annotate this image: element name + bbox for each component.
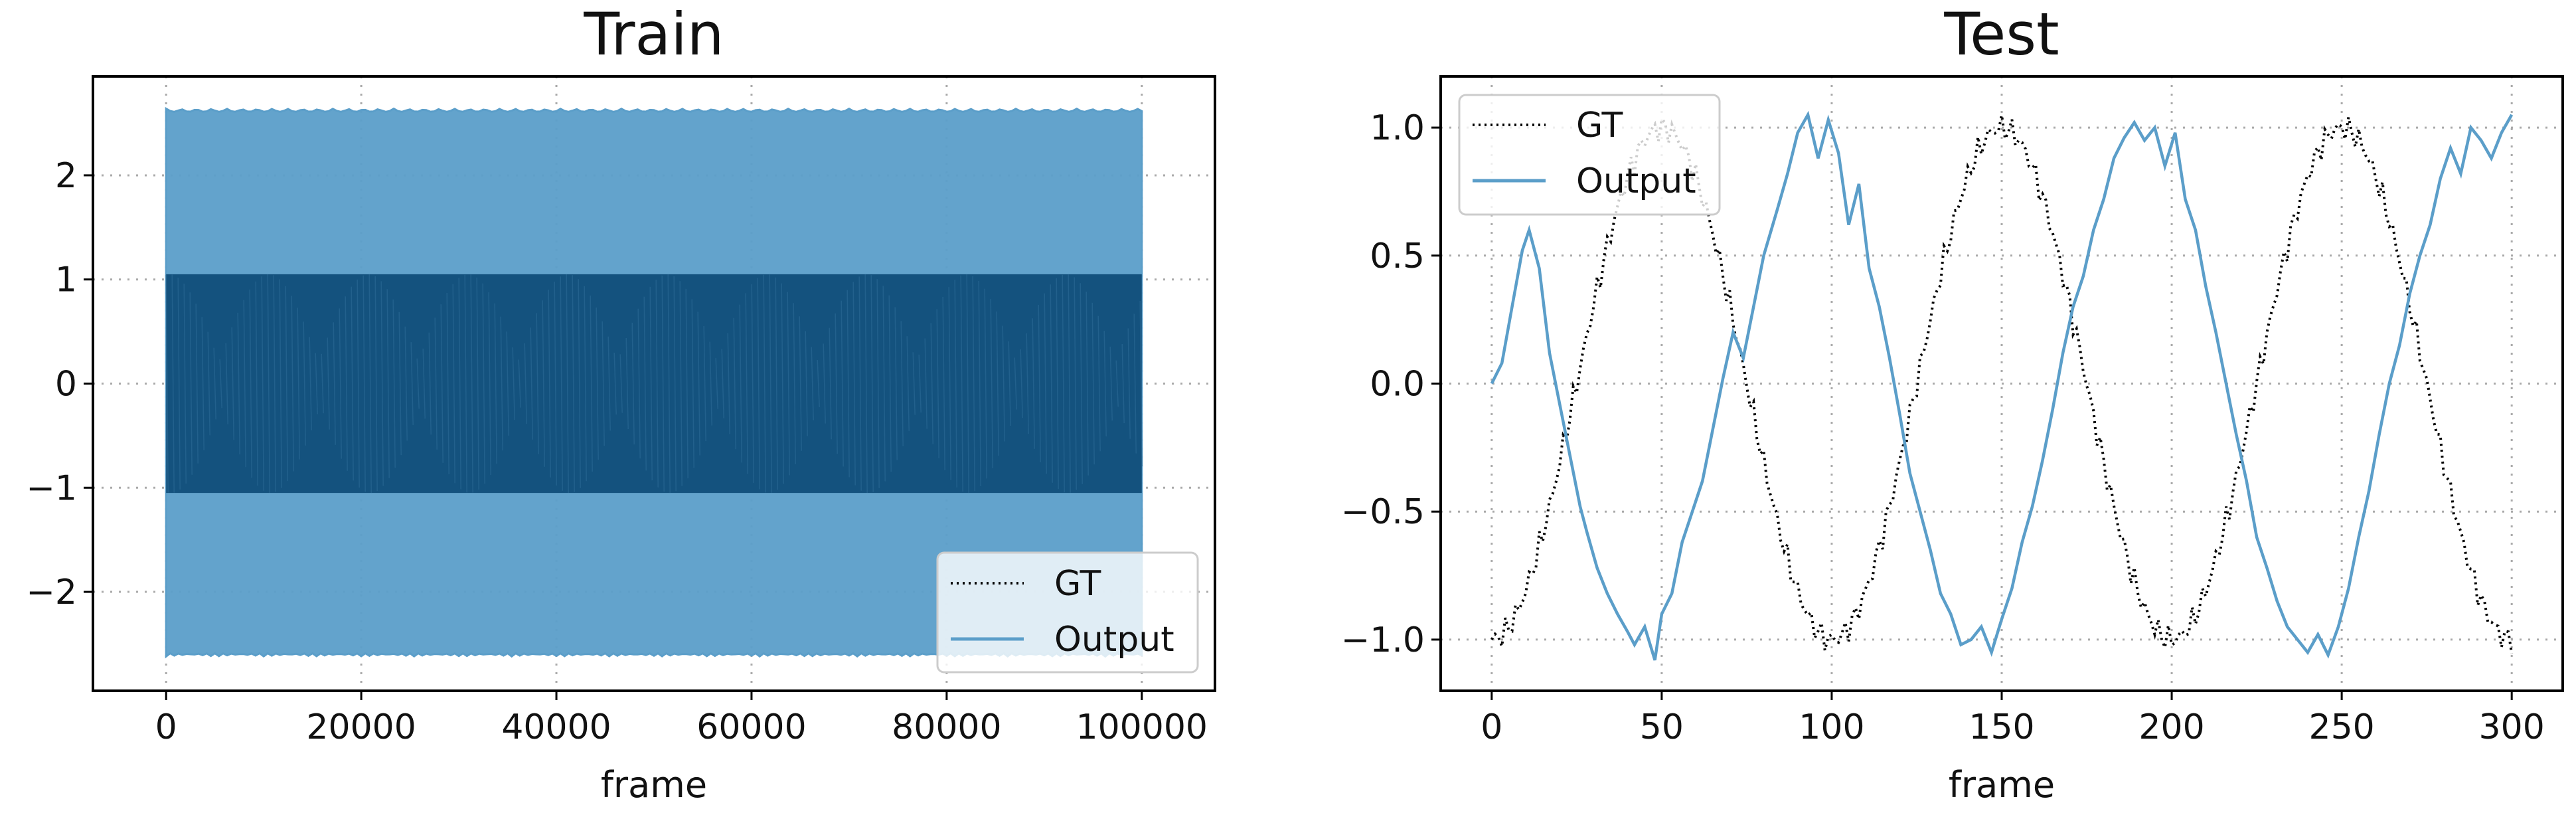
- train-legend-box: [936, 551, 1199, 674]
- test-output-series: [1490, 110, 2514, 661]
- train-x-axis: 0 20000 40000 60000 80000 100000: [155, 691, 1208, 747]
- train-x-tick-label: 40000: [501, 707, 611, 747]
- train-legend-gt-label: GT: [1054, 564, 1101, 604]
- train-y-axis: −2 −1 0 1 2: [26, 156, 93, 612]
- train-gt-texture: [165, 274, 1143, 494]
- test-grid: [1441, 76, 2563, 691]
- train-title: Train: [583, 0, 724, 68]
- test-y-axis: −1.0 −0.5 0.0 0.5 1.0: [1341, 108, 1441, 660]
- train-y-tick-label: −2: [26, 573, 77, 612]
- train-plot-area: [165, 107, 1143, 659]
- train-y-tick-label: 0: [55, 365, 77, 405]
- train-chart: Train 0 20000 40000 60000 80000 100000 −2 −1 0 1…: [26, 0, 1216, 806]
- test-y-tick-label: −1.0: [1341, 620, 1425, 660]
- train-x-axis-label: frame: [601, 764, 707, 806]
- train-legend: GT Output: [936, 551, 1199, 674]
- test-y-tick-label: 0.5: [1370, 236, 1425, 276]
- train-x-tick-label: 80000: [892, 707, 1001, 747]
- test-y-tick-label: 0.0: [1370, 365, 1425, 405]
- test-legend-gt-label: GT: [1576, 106, 1623, 145]
- test-x-tick-label: 200: [2138, 707, 2204, 747]
- test-plot-area: [1490, 110, 2514, 661]
- train-x-tick-label: 0: [155, 707, 177, 747]
- test-legend: GT Output: [1458, 94, 1721, 216]
- train-y-tick-label: −1: [26, 468, 77, 508]
- test-x-tick-label: 50: [1640, 707, 1684, 747]
- train-y-tick-label: 1: [55, 260, 77, 300]
- test-y-tick-label: −0.5: [1341, 492, 1425, 532]
- test-x-tick-label: 250: [2308, 707, 2374, 747]
- test-x-axis: 0 50 100 150 200 250 300: [1481, 691, 2545, 747]
- test-title: Test: [1943, 0, 2059, 68]
- test-x-axis-label: frame: [1949, 764, 2055, 806]
- train-legend-output-label: Output: [1054, 620, 1174, 660]
- test-x-tick-label: 0: [1481, 707, 1502, 747]
- test-x-tick-label: 100: [1799, 707, 1864, 747]
- train-y-tick-label: 2: [55, 156, 77, 196]
- train-x-tick-label: 100000: [1076, 707, 1208, 747]
- test-legend-box: [1458, 94, 1721, 216]
- test-x-tick-label: 300: [2479, 707, 2545, 747]
- test-chart: Test 0 50 100 150 200 250 300 −1.0 −0.5 0.0 0.5 1.…: [1341, 0, 2564, 806]
- train-x-tick-label: 20000: [306, 707, 416, 747]
- test-y-tick-label: 1.0: [1370, 108, 1425, 148]
- test-legend-output-label: Output: [1576, 161, 1696, 201]
- train-gt-series: [166, 274, 1142, 494]
- train-x-tick-label: 60000: [696, 707, 806, 747]
- test-x-tick-label: 150: [1969, 707, 2034, 747]
